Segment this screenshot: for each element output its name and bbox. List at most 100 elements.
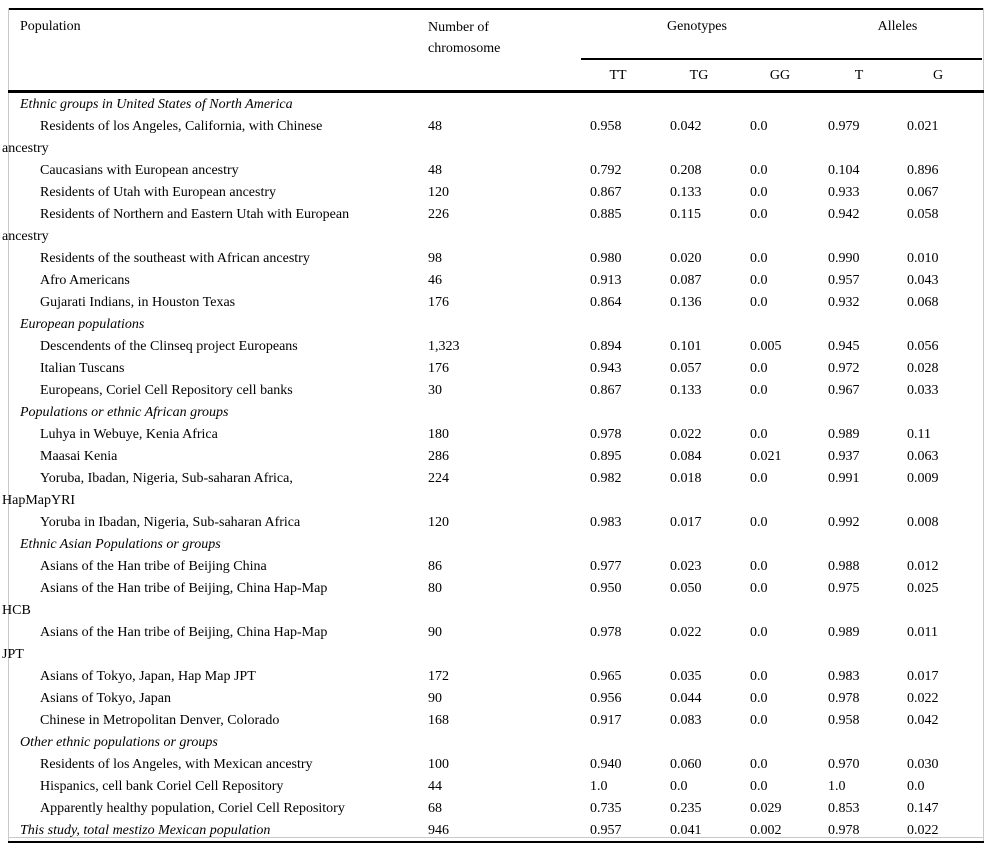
tg-cell: 0.041	[670, 823, 702, 838]
table-row: Afro Americans 46 0.913 0.087 0.0 0.957 0.043	[0, 270, 992, 292]
chromosomes-cell: 120	[428, 515, 449, 530]
table-row: Residents of los Angeles, California, wi…	[0, 116, 992, 160]
tg-cell: 0.042	[670, 119, 702, 134]
table-row: Yoruba, Ibadan, Nigeria, Sub-saharan Afr…	[0, 468, 992, 512]
tg-cell: 0.022	[670, 625, 702, 640]
column-header-tg: TG	[689, 68, 709, 83]
table-row: Asians of Tokyo, Japan, Hap Map JPT 172 0.…	[0, 666, 992, 688]
gg-cell: 0.002	[750, 823, 782, 838]
bottom-rule	[8, 841, 984, 843]
tt-cell: 0.894	[590, 339, 622, 354]
t-cell: 0.989	[828, 427, 860, 442]
tg-cell: 0.050	[670, 581, 702, 596]
t-cell: 0.972	[828, 361, 860, 376]
g-cell: 0.010	[907, 251, 939, 266]
population-cell-wrap: HCB	[2, 603, 31, 618]
table-row: Yoruba in Ibadan, Nigeria, Sub-saharan A…	[0, 512, 992, 534]
t-cell: 0.967	[828, 383, 860, 398]
chromosomes-cell: 168	[428, 713, 449, 728]
g-cell: 0.043	[907, 273, 939, 288]
gg-cell: 0.005	[750, 339, 782, 354]
g-cell: 0.011	[907, 625, 938, 640]
chromosomes-cell: 1,323	[428, 339, 460, 354]
gg-cell: 0.0	[750, 515, 768, 530]
g-cell: 0.058	[907, 207, 939, 222]
population-cell: Yoruba, Ibadan, Nigeria, Sub-saharan Afr…	[40, 471, 293, 486]
population-cell: Asians of Tokyo, Japan, Hap Map JPT	[40, 669, 256, 684]
t-cell: 0.933	[828, 185, 860, 200]
gg-cell: 0.0	[750, 471, 768, 486]
gg-cell: 0.0	[750, 427, 768, 442]
t-cell: 0.970	[828, 757, 860, 772]
t-cell: 0.978	[828, 823, 860, 838]
tt-cell: 0.958	[590, 119, 622, 134]
population-cell: Asians of the Han tribe of Beijing, Chin…	[40, 625, 328, 640]
gg-cell: 0.0	[750, 361, 768, 376]
column-header-tt: TT	[609, 68, 627, 83]
population-cell: Caucasians with European ancestry	[40, 163, 239, 178]
population-cell: Gujarati Indians, in Houston Texas	[40, 295, 236, 310]
chromosomes-cell: 224	[428, 471, 449, 486]
table-row: Gujarati Indians, in Houston Texas 176 0.8…	[0, 292, 992, 314]
gg-cell: 0.0	[750, 559, 768, 574]
column-header-gg: GG	[769, 68, 791, 83]
population-cell: Europeans, Coriel Cell Repository cell b…	[40, 383, 293, 398]
tt-cell: 0.735	[590, 801, 622, 816]
gg-cell: 0.0	[750, 163, 768, 178]
g-cell: 0.068	[907, 295, 939, 310]
table-row: Maasai Kenia 286 0.895 0.084 0.021 0.937 0.063	[0, 446, 992, 468]
population-cell: Chinese in Metropolitan Denver, Colorado	[40, 713, 280, 728]
column-header-population: Population	[20, 19, 81, 34]
tg-cell: 0.084	[670, 449, 702, 464]
chromosomes-cell: 48	[428, 119, 442, 134]
g-cell: 0.017	[907, 669, 939, 684]
chromosomes-cell: 90	[428, 691, 442, 706]
tt-cell: 0.940	[590, 757, 622, 772]
column-header-genotypes: Genotypes	[667, 19, 727, 34]
tt-cell: 0.867	[590, 383, 622, 398]
tg-cell: 0.022	[670, 427, 702, 442]
tt-cell: 0.983	[590, 515, 622, 530]
t-cell: 0.932	[828, 295, 860, 310]
section-row: Populations or ethnic African groups	[0, 402, 992, 424]
tt-cell: 0.956	[590, 691, 622, 706]
tg-cell: 0.136	[670, 295, 702, 310]
tg-cell: 0.017	[670, 515, 702, 530]
tt-cell: 0.950	[590, 581, 622, 596]
gg-cell: 0.021	[750, 449, 782, 464]
column-header-g: G	[932, 68, 944, 83]
t-cell: 0.989	[828, 625, 860, 640]
t-cell: 0.979	[828, 119, 860, 134]
population-cell-wrap: ancestry	[2, 229, 49, 244]
population-cell: Apparently healthy population, Coriel Ce…	[40, 801, 345, 816]
g-cell: 0.008	[907, 515, 939, 530]
tg-cell: 0.087	[670, 273, 702, 288]
t-cell: 0.992	[828, 515, 860, 530]
table-row: Residents of the southeast with African …	[0, 248, 992, 270]
population-cell: Populations or ethnic African groups	[20, 405, 229, 420]
table-row: Residents of los Angeles, with Mexican a…	[0, 754, 992, 776]
tg-cell: 0.060	[670, 757, 702, 772]
t-cell: 1.0	[828, 779, 846, 794]
t-cell: 0.991	[828, 471, 860, 486]
right-border	[983, 8, 984, 843]
column-header-chromosome: Number of chromosome	[428, 20, 501, 56]
tt-cell: 0.977	[590, 559, 622, 574]
table-row: Asians of the Han tribe of Beijing, Chin…	[0, 622, 992, 666]
table-row: Italian Tuscans 176 0.943 0.057 0.0 0.972 0.02…	[0, 358, 992, 380]
tt-cell: 0.864	[590, 295, 622, 310]
population-cell: Maasai Kenia	[40, 449, 118, 464]
t-cell: 0.975	[828, 581, 860, 596]
g-cell: 0.056	[907, 339, 939, 354]
t-cell: 0.937	[828, 449, 860, 464]
tg-cell: 0.018	[670, 471, 702, 486]
tg-cell: 0.057	[670, 361, 702, 376]
tg-cell: 0.208	[670, 163, 702, 178]
gg-cell: 0.0	[750, 273, 768, 288]
tt-cell: 0.943	[590, 361, 622, 376]
g-cell: 0.022	[907, 823, 939, 838]
gg-cell: 0.0	[750, 691, 768, 706]
tt-cell: 0.957	[590, 823, 622, 838]
gg-cell: 0.0	[750, 757, 768, 772]
table-row: Apparently healthy population, Coriel Ce…	[0, 798, 992, 820]
